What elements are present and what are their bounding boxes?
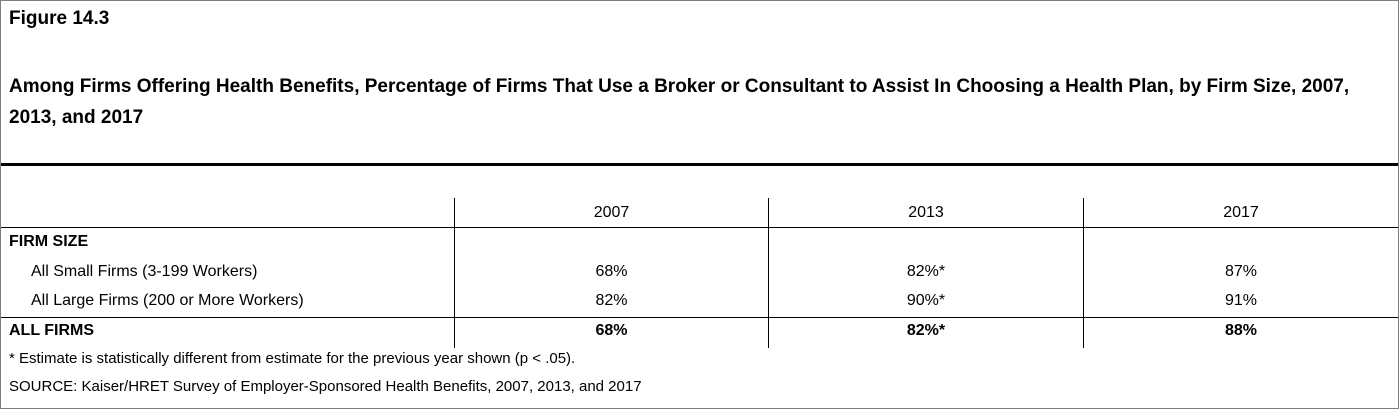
cell-small-2017: 87%	[1224, 263, 1258, 280]
cell-large-2013: 90%*	[906, 292, 946, 309]
cell-all-2017: 88%	[1224, 322, 1258, 339]
cell-small-2013: 82%*	[906, 263, 946, 280]
column-header-2007: 2007	[593, 204, 630, 221]
column-divider-2	[768, 198, 769, 348]
row-label-large-firms: All Large Firms (200 or More Workers)	[31, 292, 304, 309]
column-header-2017: 2017	[1223, 204, 1259, 221]
figure-title: Among Firms Offering Health Benefits, Pe…	[9, 76, 1350, 128]
figure-label: Figure 14.3	[9, 8, 110, 29]
cell-all-2013: 82%*	[906, 322, 946, 339]
section-header-firm-size: FIRM SIZE	[9, 233, 89, 250]
cell-all-2007: 68%	[595, 322, 628, 339]
cell-large-2007: 82%	[595, 292, 628, 309]
column-divider-3	[1083, 198, 1084, 348]
row-label-small-firms: All Small Firms (3-199 Workers)	[31, 263, 258, 280]
source-note: SOURCE: Kaiser/HRET Survey of Employer-S…	[9, 378, 642, 395]
footnote: * Estimate is statistically different fr…	[9, 350, 576, 367]
total-divider	[1, 317, 1398, 318]
title-divider	[1, 163, 1398, 166]
column-header-2013: 2013	[908, 204, 944, 221]
cell-small-2007: 68%	[595, 263, 628, 280]
column-divider-1	[454, 198, 455, 348]
row-label-all-firms: ALL FIRMS	[9, 322, 95, 339]
header-divider	[1, 227, 1398, 228]
cell-large-2017: 91%	[1224, 292, 1258, 309]
